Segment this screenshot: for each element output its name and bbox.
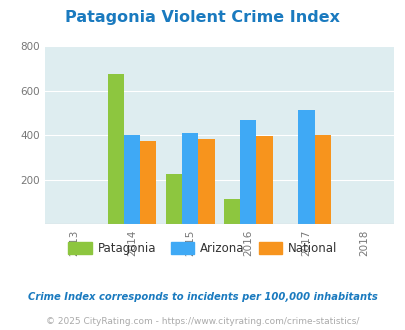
Bar: [181, 133, 198, 224]
Text: Patagonia Violent Crime Index: Patagonia Violent Crime Index: [65, 10, 340, 25]
Bar: [240, 120, 256, 224]
Bar: [124, 135, 140, 224]
Bar: [256, 136, 272, 224]
Bar: [107, 74, 124, 224]
Bar: [223, 199, 240, 224]
Text: © 2025 CityRating.com - https://www.cityrating.com/crime-statistics/: © 2025 CityRating.com - https://www.city…: [46, 317, 359, 326]
Bar: [198, 139, 214, 224]
Bar: [298, 110, 314, 224]
Bar: [140, 141, 156, 224]
Legend: Patagonia, Arizona, National: Patagonia, Arizona, National: [64, 237, 341, 260]
Bar: [314, 135, 330, 224]
Text: Crime Index corresponds to incidents per 100,000 inhabitants: Crime Index corresponds to incidents per…: [28, 292, 377, 302]
Bar: [165, 174, 181, 224]
